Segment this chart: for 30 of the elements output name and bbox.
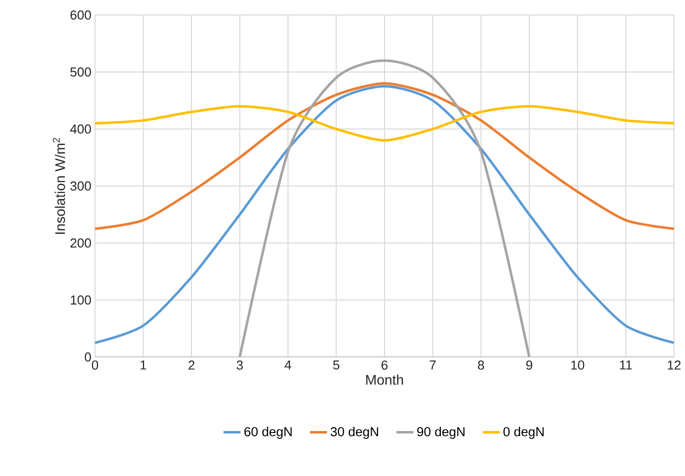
x-axis-title: Month [366, 374, 403, 385]
x-tick-label: 8 [478, 360, 484, 370]
legend-label: 0 degN [503, 426, 544, 439]
x-tick-label: 10 [571, 360, 584, 370]
x-tick-label: 0 [92, 360, 98, 370]
legend-label: 90 degN [417, 426, 464, 439]
legend-label: 30 degN [330, 426, 378, 439]
legend-label: 60 degN [244, 426, 292, 439]
y-tick-label: 200 [70, 238, 91, 248]
x-tick-label: 12 [668, 360, 681, 370]
x-tick-label: 3 [236, 360, 243, 370]
y-tick-label: 300 [70, 181, 91, 191]
y-tick-label: 100 [70, 295, 91, 305]
y-tick-label: 600 [70, 10, 91, 20]
x-tick-label: 4 [284, 360, 292, 370]
line-series [95, 82, 674, 230]
x-tick-label: 1 [140, 360, 146, 370]
line-series [238, 59, 531, 357]
line-series [95, 85, 674, 344]
y-tick-label: 500 [70, 67, 91, 77]
x-tick-label: 11 [620, 360, 632, 370]
x-tick-label: 2 [188, 360, 194, 370]
x-tick-label: 9 [526, 360, 532, 370]
y-tick-label: 400 [70, 124, 91, 134]
y-tick-label: 0 [84, 352, 91, 362]
x-tick-label: 5 [333, 360, 340, 370]
line-series [95, 104, 674, 142]
y-axis-title: Insolation W/m$^{2}$ [52, 138, 66, 234]
x-tick-label: 7 [430, 360, 436, 370]
x-tick-label: 6 [382, 360, 388, 370]
